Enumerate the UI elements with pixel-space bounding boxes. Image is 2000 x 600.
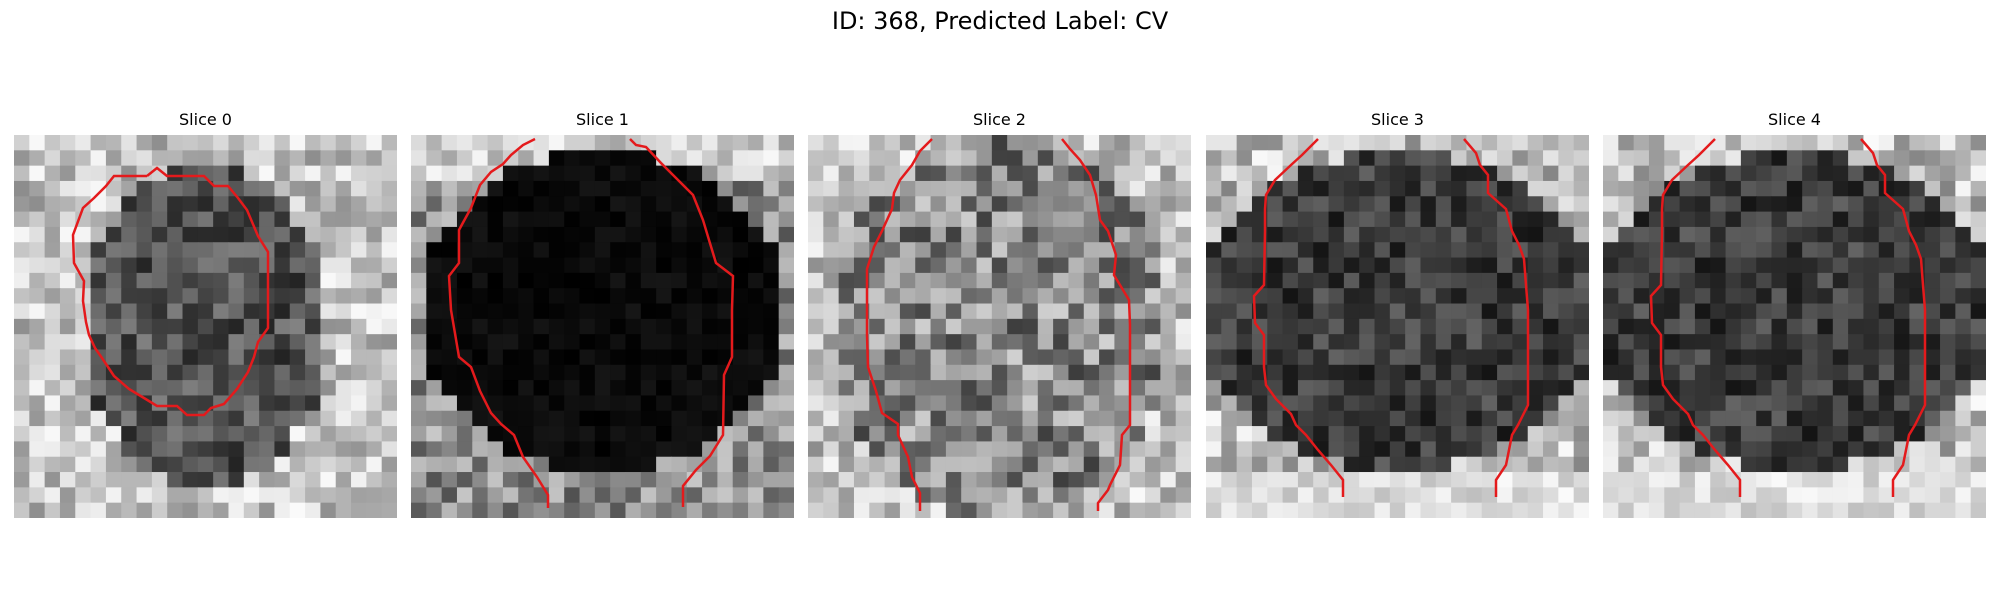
segmentation-contour-2-left: [865, 138, 933, 511]
segmentation-contour-4-right: [1860, 138, 1927, 497]
slice-title-1: Slice 1: [576, 110, 629, 129]
figure-title: ID: 368, Predicted Label: CV: [831, 7, 1169, 35]
pixel-grid-1: [411, 135, 794, 518]
slice-image-1: [411, 135, 794, 518]
slice-title-2: Slice 2: [973, 110, 1026, 129]
pixel-grid-0: [14, 135, 397, 518]
segmentation-contour-3-left: [1252, 138, 1345, 497]
pixel-grid-4: [1603, 135, 1986, 518]
slice-image-0: [14, 135, 397, 518]
segmentation-contour-1-left: [447, 137, 550, 508]
slice-title-4: Slice 4: [1768, 110, 1821, 129]
slice-image-3: [1206, 135, 1589, 518]
segmentation-contour-1-right: [629, 138, 735, 507]
slice-title-3: Slice 3: [1371, 110, 1424, 129]
segmentation-contour-2-right: [1061, 138, 1132, 511]
slice-image-4: [1603, 135, 1986, 518]
slice-title-0: Slice 0: [179, 110, 232, 129]
segmentation-contour-4-left: [1649, 138, 1742, 497]
segmentation-contour-3-right: [1463, 138, 1530, 497]
slice-image-2: [808, 135, 1191, 518]
segmentation-contour-0: [71, 166, 270, 417]
pixel-grid-3: [1206, 135, 1589, 518]
pixel-grid-2: [808, 135, 1191, 518]
